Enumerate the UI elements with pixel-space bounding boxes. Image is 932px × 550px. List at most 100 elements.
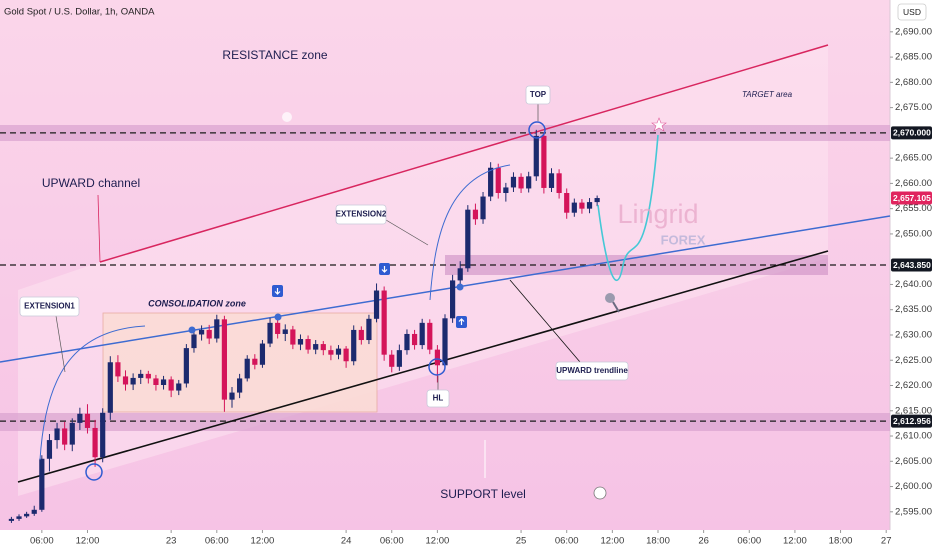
y-tick-label: 2,675.000 (895, 102, 932, 113)
candle-body (69, 422, 75, 445)
x-tick-label: 06:00 (380, 536, 404, 547)
x-tick-label: 26 (698, 536, 709, 547)
candle-body (465, 209, 471, 269)
candle-body (411, 333, 418, 346)
candle-body (54, 428, 60, 441)
pointer (55, 315, 66, 373)
x-tick-label: 18:00 (646, 536, 670, 547)
candle-body (198, 329, 205, 335)
price-label-box (891, 191, 932, 205)
x-tick-label: 12:00 (600, 536, 624, 547)
pointer (509, 279, 581, 363)
candle-body (503, 187, 509, 194)
candle-body (358, 329, 364, 341)
currency-box (897, 3, 927, 21)
x-tick-label: 06:00 (737, 536, 761, 547)
candle-body (305, 339, 311, 350)
extension-arrow (39, 325, 146, 461)
candle-body (259, 343, 266, 365)
annotation-box (426, 389, 450, 408)
watermark: FOREX (661, 232, 706, 247)
candle-body (145, 373, 151, 379)
candle-body (434, 349, 440, 366)
candle-body (244, 358, 250, 379)
extension-arrow (429, 164, 511, 301)
annotation: SUPPORT level (440, 487, 526, 501)
y-tick-label: 2,610.000 (895, 431, 932, 442)
annotation: EXTENSION2 (336, 210, 387, 219)
candle-body (381, 290, 387, 355)
marker-dot (188, 326, 196, 334)
candle-body (313, 344, 319, 350)
candle-body (77, 413, 83, 423)
annotation: TOP (530, 90, 547, 99)
annotation-box (19, 296, 80, 317)
y-tick-label: 2,615.000 (895, 405, 932, 416)
y-tick-label: 2,640.000 (895, 279, 932, 290)
target-star (651, 117, 667, 132)
candle-body (160, 379, 167, 385)
candle-body (556, 173, 562, 194)
watermark: Lingrid (617, 199, 698, 229)
channel-line (99, 44, 829, 263)
candle-body (389, 354, 395, 367)
candle-body (252, 358, 258, 365)
y-tick-label: 2,685.000 (895, 52, 932, 63)
candle-body (176, 383, 182, 391)
candle-body (526, 176, 532, 189)
y-tick-label: 2,665.000 (895, 153, 932, 164)
candle-body (8, 518, 15, 521)
candle-body (320, 344, 326, 351)
candle-body (229, 392, 235, 400)
annotation: EXTENSION1 (24, 302, 75, 311)
candle-body (510, 176, 517, 188)
x-tick-label: 24 (341, 536, 352, 547)
event-icon (282, 112, 292, 122)
candle-body (62, 428, 68, 445)
candle-body (237, 378, 243, 393)
candle-body (138, 373, 144, 378)
price-label-box (891, 258, 932, 272)
currency: USD (903, 7, 921, 17)
annotation: CONSOLIDATION zone (148, 298, 246, 308)
annotation-box (525, 85, 551, 105)
trend-line (0, 215, 891, 363)
candle-body (594, 198, 600, 203)
y-tick-label: 2,595.000 (895, 506, 932, 517)
x-axis-background (0, 530, 932, 550)
candle-body (541, 135, 547, 188)
price-label: 2,657.105 (893, 193, 931, 203)
candle-body (24, 513, 30, 517)
candle-body (457, 268, 463, 281)
marker-dot (274, 313, 282, 321)
x-tick-label: 27 (881, 536, 892, 547)
candle-body (191, 334, 197, 349)
y-tick-label: 2,630.000 (895, 329, 932, 340)
x-tick-label: 18:00 (829, 536, 853, 547)
x-tick-label: 12:00 (76, 536, 100, 547)
candle-body (351, 329, 357, 362)
support-line (17, 250, 829, 483)
candle-body (488, 167, 494, 197)
price-label: 2,670.000 (893, 128, 931, 138)
candle-body (46, 440, 53, 459)
candle-body (586, 202, 593, 209)
channel-pointer (97, 194, 101, 263)
candle-body (335, 348, 342, 355)
candle-body (564, 193, 570, 213)
x-tick-label: 12:00 (783, 536, 807, 547)
annotation: UPWARD trendline (556, 366, 628, 375)
y-tick-label: 2,625.000 (895, 355, 932, 366)
candle-body (214, 319, 220, 339)
support-band (0, 413, 890, 431)
candle-body (328, 350, 334, 355)
candle-body (221, 319, 228, 400)
annotation: UPWARD channel (42, 176, 140, 190)
candle-body (153, 378, 159, 385)
candle-body (495, 167, 501, 194)
y-tick-label: 2,660.000 (895, 178, 932, 189)
marker-dot (456, 283, 464, 291)
x-tick-label: 06:00 (205, 536, 229, 547)
